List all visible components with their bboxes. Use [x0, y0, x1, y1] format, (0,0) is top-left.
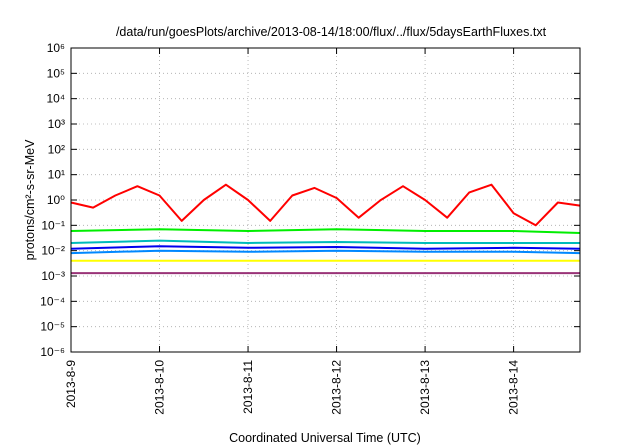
y-tick-label: 10⁻³ [41, 269, 65, 283]
series-line-2 [70, 228, 581, 234]
series-line-1 [70, 183, 581, 227]
series-line-5 [70, 249, 581, 255]
x-tick-label: 2013-8-9 [64, 360, 78, 408]
y-tick-label: 10⁻² [41, 244, 65, 258]
series-line-4 [70, 245, 581, 250]
y-tick-label: 10⁶ [47, 41, 65, 55]
x-axis-label: Coordinated Universal Time (UTC) [229, 431, 421, 445]
series-group [70, 183, 581, 275]
x-tick-label: 2013-8-13 [418, 360, 432, 415]
y-axis-label: protons/cm²-s-sr-MeV [23, 139, 37, 261]
y-tick-label: 10⁴ [46, 92, 65, 106]
y-tick-label: 10⁰ [47, 193, 65, 207]
series-line-3 [70, 239, 580, 244]
x-tick-label: 2013-8-14 [507, 360, 521, 415]
y-tick-label: 10⁻⁶ [40, 345, 65, 359]
y-tick-label: 10⁵ [47, 66, 65, 80]
chart-title: /data/run/goesPlots/archive/2013-08-14/1… [116, 25, 547, 39]
y-tick-label: 10³ [48, 117, 65, 131]
x-tick-label: 2013-8-10 [153, 360, 167, 415]
y-tick-labels: 10⁻⁶ 10⁻⁵ 10⁻⁴ 10⁻³ 10⁻² 10⁻¹ 10⁰ 10¹ 10² 10³ 10⁴ 1… [40, 41, 65, 359]
axes-ticks [70, 47, 580, 353]
y-tick-label: 10¹ [48, 168, 65, 182]
y-tick-label: 10⁻⁴ [40, 294, 65, 308]
x-tick-labels: 2013-8-9 2013-8-10 2013-8-11 2013-8-12 2013-… [64, 360, 521, 415]
x-tick-label: 2013-8-12 [330, 360, 344, 415]
y-tick-label: 10⁻¹ [41, 218, 65, 232]
y-tick-label: 10² [48, 142, 65, 156]
y-tick-label: 10⁻⁵ [40, 320, 65, 334]
x-tick-label: 2013-8-11 [241, 360, 255, 414]
